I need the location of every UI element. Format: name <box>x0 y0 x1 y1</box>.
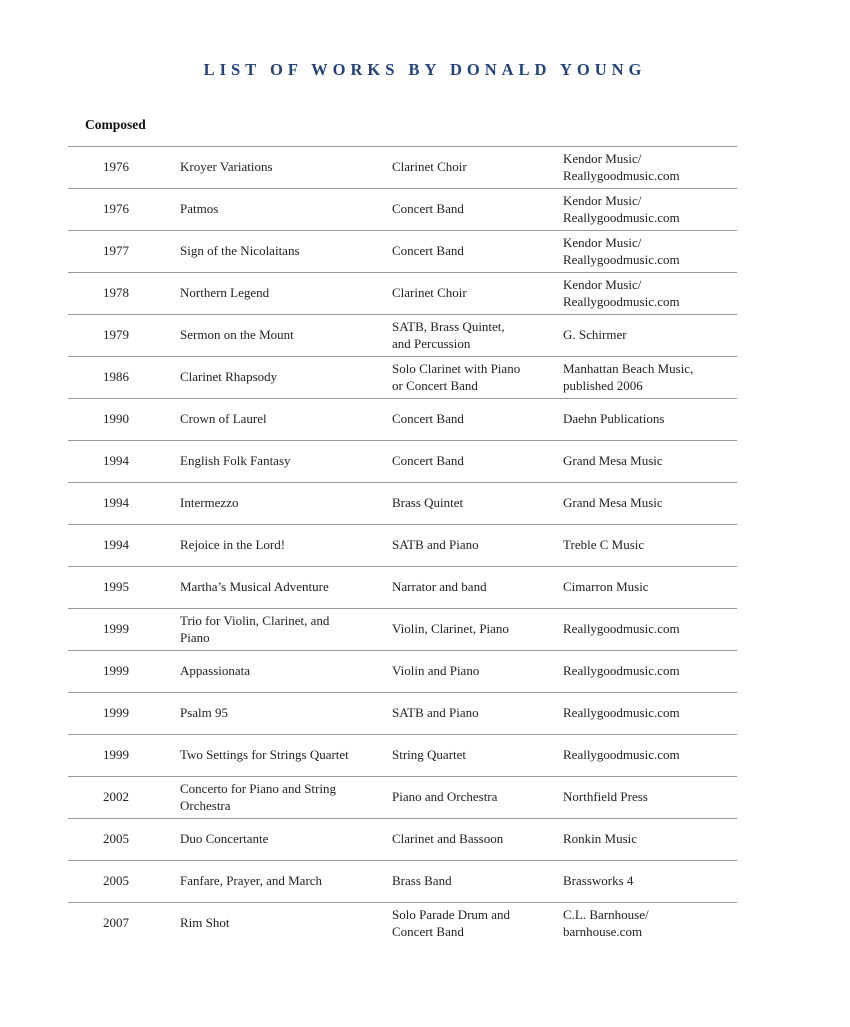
cell-year: 1990 <box>103 411 129 427</box>
cell-work-title: Sermon on the Mount <box>180 327 294 343</box>
cell-work-title: Martha’s Musical Adventure <box>180 579 329 595</box>
table-row: 1999 Appassionata Violin and Piano Reall… <box>68 650 737 692</box>
cell-publisher: Kendor Music/ Reallygoodmusic.com <box>563 277 680 309</box>
cell-instrumentation: Concert Band <box>392 243 464 259</box>
table-row: 2005 Fanfare, Prayer, and March Brass Ba… <box>68 860 737 902</box>
cell-publisher: Reallygoodmusic.com <box>563 747 680 763</box>
cell-publisher: Cimarron Music <box>563 579 649 595</box>
cell-year: 1977 <box>103 243 129 259</box>
cell-work-title: Sign of the Nicolaitans <box>180 243 300 259</box>
cell-year: 2002 <box>103 789 129 805</box>
cell-year: 1995 <box>103 579 129 595</box>
cell-work-title: Clarinet Rhapsody <box>180 369 278 385</box>
cell-year: 1999 <box>103 621 129 637</box>
table-row: 1978 Northern Legend Clarinet Choir Kend… <box>68 272 737 314</box>
cell-year: 1976 <box>103 201 129 217</box>
composed-column-header: Composed <box>85 117 146 132</box>
cell-publisher: Reallygoodmusic.com <box>563 663 680 679</box>
cell-work-title: Crown of Laurel <box>180 411 267 427</box>
table-row: 1977 Sign of the Nicolaitans Concert Ban… <box>68 230 737 272</box>
cell-instrumentation: SATB and Piano <box>392 537 479 553</box>
cell-year: 1999 <box>103 663 129 679</box>
cell-publisher: Kendor Music/ Reallygoodmusic.com <box>563 193 680 225</box>
cell-publisher: Grand Mesa Music <box>563 453 663 469</box>
cell-work-title: English Folk Fantasy <box>180 453 291 469</box>
cell-year: 1986 <box>103 369 129 385</box>
cell-publisher: Brassworks 4 <box>563 873 634 889</box>
cell-instrumentation: SATB and Piano <box>392 705 479 721</box>
table-row: 1999 Trio for Violin, Clarinet, and Pian… <box>68 608 737 650</box>
cell-instrumentation: Violin and Piano <box>392 663 480 679</box>
cell-publisher: Kendor Music/ Reallygoodmusic.com <box>563 151 680 183</box>
cell-instrumentation: Solo Clarinet with Piano or Concert Band <box>392 361 521 393</box>
cell-year: 2005 <box>103 873 129 889</box>
table-row: 1976 Kroyer Variations Clarinet Choir Ke… <box>68 146 737 188</box>
cell-publisher: Grand Mesa Music <box>563 495 663 511</box>
cell-year: 1994 <box>103 537 129 553</box>
cell-work-title: Rim Shot <box>180 915 230 931</box>
cell-work-title: Duo Concertante <box>180 831 269 847</box>
cell-work-title: Northern Legend <box>180 285 270 301</box>
cell-year: 1994 <box>103 453 129 469</box>
page-title: LIST OF WORKS BY DONALD YOUNG <box>203 60 647 79</box>
cell-instrumentation: Concert Band <box>392 411 464 427</box>
cell-work-title: Intermezzo <box>180 495 239 511</box>
cell-instrumentation: Clarinet and Bassoon <box>392 831 504 847</box>
cell-work-title: Fanfare, Prayer, and March <box>180 873 323 889</box>
cell-work-title: Appassionata <box>180 663 251 679</box>
cell-instrumentation: Narrator and band <box>392 579 487 595</box>
cell-work-title: Rejoice in the Lord! <box>180 537 286 553</box>
cell-year: 1978 <box>103 285 129 301</box>
works-table: 1976 Kroyer Variations Clarinet Choir Ke… <box>68 146 737 944</box>
cell-instrumentation: Concert Band <box>392 453 464 469</box>
cell-publisher: C.L. Barnhouse/ barnhouse.com <box>563 907 649 939</box>
cell-instrumentation: Piano and Orchestra <box>392 789 498 805</box>
cell-year: 2007 <box>103 915 129 931</box>
table-row: 1979 Sermon on the Mount SATB, Brass Qui… <box>68 314 737 356</box>
table-row: 1994 Intermezzo Brass Quintet Grand Mesa… <box>68 482 737 524</box>
table-row: 1999 Psalm 95 SATB and Piano Reallygoodm… <box>68 692 737 734</box>
cell-instrumentation: Concert Band <box>392 201 464 217</box>
cell-publisher: Reallygoodmusic.com <box>563 621 680 637</box>
cell-publisher: Treble C Music <box>563 537 645 553</box>
cell-instrumentation: SATB, Brass Quintet, and Percussion <box>392 319 505 351</box>
cell-instrumentation: Brass Band <box>392 873 452 889</box>
cell-publisher: Manhattan Beach Music, published 2006 <box>563 361 694 393</box>
cell-instrumentation: Brass Quintet <box>392 495 464 511</box>
cell-work-title: Psalm 95 <box>180 705 229 721</box>
table-row: 1994 Rejoice in the Lord! SATB and Piano… <box>68 524 737 566</box>
table-row: 1976 Patmos Concert Band Kendor Music/ R… <box>68 188 737 230</box>
cell-instrumentation: Violin, Clarinet, Piano <box>392 621 509 637</box>
table-row: 2002 Concerto for Piano and String Orche… <box>68 776 737 818</box>
table-row: 1994 English Folk Fantasy Concert Band G… <box>68 440 737 482</box>
cell-year: 1994 <box>103 495 129 511</box>
cell-publisher: Ronkin Music <box>563 831 638 847</box>
cell-year: 1999 <box>103 747 129 763</box>
table-row: 1999 Two Settings for Strings Quartet St… <box>68 734 737 776</box>
cell-publisher: Kendor Music/ Reallygoodmusic.com <box>563 235 680 267</box>
cell-year: 2005 <box>103 831 129 847</box>
cell-publisher: Daehn Publications <box>563 411 665 427</box>
table-row: 2007 Rim Shot Solo Parade Drum and Conce… <box>68 902 737 944</box>
cell-publisher: Reallygoodmusic.com <box>563 705 680 721</box>
cell-work-title: Kroyer Variations <box>180 159 273 175</box>
cell-work-title: Trio for Violin, Clarinet, and Piano <box>180 613 330 645</box>
cell-instrumentation: Solo Parade Drum and Concert Band <box>392 907 511 939</box>
cell-work-title: Concerto for Piano and String Orchestra <box>180 781 336 813</box>
table-row: 1990 Crown of Laurel Concert Band Daehn … <box>68 398 737 440</box>
table-row: 1995 Martha’s Musical Adventure Narrator… <box>68 566 737 608</box>
cell-publisher: Northfield Press <box>563 789 648 805</box>
cell-year: 1979 <box>103 327 129 343</box>
cell-year: 1999 <box>103 705 129 721</box>
cell-instrumentation: String Quartet <box>392 747 467 763</box>
table-row: 1986 Clarinet Rhapsody Solo Clarinet wit… <box>68 356 737 398</box>
cell-instrumentation: Clarinet Choir <box>392 285 467 301</box>
cell-work-title: Patmos <box>180 201 219 217</box>
table-row: 2005 Duo Concertante Clarinet and Bassoo… <box>68 818 737 860</box>
cell-work-title: Two Settings for Strings Quartet <box>180 747 349 763</box>
cell-publisher: G. Schirmer <box>563 327 627 343</box>
cell-year: 1976 <box>103 159 129 175</box>
cell-instrumentation: Clarinet Choir <box>392 159 467 175</box>
